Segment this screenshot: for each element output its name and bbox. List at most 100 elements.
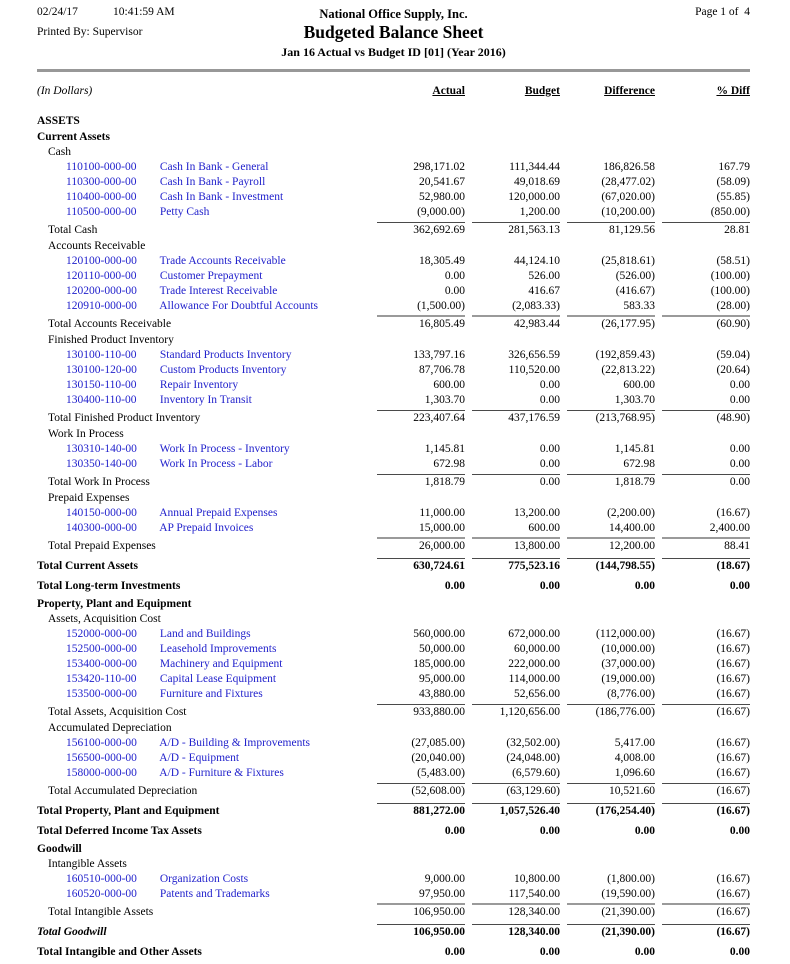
account-code[interactable]: 120110-000-00 xyxy=(66,270,137,282)
account-code[interactable]: 153420-110-00 xyxy=(66,673,137,685)
account-code[interactable]: 120200-000-00 xyxy=(66,285,137,297)
report-row: 152000-000-00 Land and Buildings 560,000… xyxy=(37,627,750,642)
account-code[interactable]: 130400-110-00 xyxy=(66,394,137,406)
account-name[interactable]: Petty Cash xyxy=(159,206,210,218)
account-code[interactable]: 156500-000-00 xyxy=(66,752,137,764)
account-name[interactable]: Capital Lease Equipment xyxy=(159,673,277,685)
report-row: Total Intangible and Other Assets 0.00 0… xyxy=(37,945,750,960)
difference-value: (28,477.02) xyxy=(601,176,655,188)
account-code[interactable]: 140300-000-00 xyxy=(66,522,137,534)
actual-value: 97,950.00 xyxy=(419,888,465,900)
budget-value: 0.00 xyxy=(539,394,560,406)
row-title: Prepaid Expenses xyxy=(48,492,130,504)
account-code[interactable]: 152000-000-00 xyxy=(66,628,137,640)
account-code[interactable]: 130150-110-00 xyxy=(66,379,137,391)
report-row: 130150-110-00 Repair Inventory 600.00 0.… xyxy=(37,378,750,393)
row-label: 158000-000-00 A/D - Furniture & Fixtures xyxy=(37,766,370,781)
account-code[interactable]: 110100-000-00 xyxy=(66,161,137,173)
account-name[interactable]: Furniture and Fixtures xyxy=(159,688,263,700)
account-code[interactable]: 120910-000-00 xyxy=(66,300,137,312)
budget-value: 416.67 xyxy=(528,285,560,297)
difference-value: (10,000.00) xyxy=(601,643,655,655)
actual-value: 15,000.00 xyxy=(419,522,465,534)
account-code[interactable]: 110500-000-00 xyxy=(66,206,137,218)
account-name[interactable]: Cash In Bank - General xyxy=(159,161,269,173)
account-name[interactable]: Trade Accounts Receivable xyxy=(159,255,286,267)
account-name[interactable]: Cash In Bank - Investment xyxy=(159,191,284,203)
account-code[interactable]: 130100-120-00 xyxy=(66,364,137,376)
row-title: Finished Product Inventory xyxy=(48,334,174,346)
row-label: Total Deferred Income Tax Assets xyxy=(37,824,370,839)
budget-value: 13,200.00 xyxy=(514,507,560,519)
account-code[interactable]: 153400-000-00 xyxy=(66,658,137,670)
difference-value: (416.67) xyxy=(615,285,655,297)
difference-value: 583.33 xyxy=(623,300,655,312)
account-name[interactable]: Machinery and Equipment xyxy=(159,658,283,670)
pct-diff-value: 0.00 xyxy=(729,580,750,592)
row-label: Total Work In Process xyxy=(37,475,370,490)
account-code[interactable]: 153500-000-00 xyxy=(66,688,137,700)
difference-value: 4,008.00 xyxy=(614,752,655,764)
actual-value: 933,880.00 xyxy=(377,704,465,720)
difference-value: 5,417.00 xyxy=(614,737,655,749)
account-name[interactable]: Work In Process - Labor xyxy=(159,458,273,470)
budget-value: 1,120,656.00 xyxy=(472,704,560,720)
pct-diff-value: (850.00) xyxy=(710,206,750,218)
account-name[interactable]: A/D - Furniture & Fixtures xyxy=(159,767,284,779)
account-name[interactable]: Annual Prepaid Expenses xyxy=(159,507,278,519)
report-row: Total Deferred Income Tax Assets 0.00 0.… xyxy=(37,824,750,839)
pct-diff-value: (16.67) xyxy=(716,888,750,900)
account-code[interactable]: 110400-000-00 xyxy=(66,191,137,203)
actual-value: 0.00 xyxy=(444,946,465,958)
account-name[interactable]: Allowance For Doubtful Accounts xyxy=(159,300,318,312)
account-name[interactable]: Repair Inventory xyxy=(159,379,239,391)
account-code[interactable]: 130310-140-00 xyxy=(66,443,137,455)
account-code[interactable]: 160510-000-00 xyxy=(66,873,137,885)
account-name[interactable]: A/D - Equipment xyxy=(159,752,240,764)
report-row: 120110-000-00 Customer Prepayment 0.00 5… xyxy=(37,269,750,284)
report-row: Intangible Assets xyxy=(37,857,750,872)
account-name[interactable]: Patents and Trademarks xyxy=(159,888,270,900)
account-code[interactable]: 158000-000-00 xyxy=(66,767,137,779)
pct-diff-value: 0.00 xyxy=(729,379,750,391)
actual-value: (5,483.00) xyxy=(417,767,465,779)
report-row: 140150-000-00 Annual Prepaid Expenses 11… xyxy=(37,506,750,521)
account-code[interactable]: 130350-140-00 xyxy=(66,458,137,470)
account-name[interactable]: Land and Buildings xyxy=(159,628,251,640)
budget-value: 0.00 xyxy=(539,580,560,592)
account-name[interactable]: Customer Prepayment xyxy=(159,270,263,282)
account-code[interactable]: 120100-000-00 xyxy=(66,255,137,267)
row-label: 156100-000-00 A/D - Building & Improveme… xyxy=(37,736,370,751)
account-code[interactable]: 110300-000-00 xyxy=(66,176,137,188)
account-name[interactable]: Cash In Bank - Payroll xyxy=(159,176,266,188)
budget-value: 110,520.00 xyxy=(508,364,560,376)
budget-value: 128,340.00 xyxy=(472,924,560,940)
account-code[interactable]: 156100-000-00 xyxy=(66,737,137,749)
row-title: Assets, Acquisition Cost xyxy=(48,613,161,625)
actual-value: 298,171.02 xyxy=(413,161,465,173)
account-code[interactable]: 130100-110-00 xyxy=(66,349,137,361)
difference-value: (67,020.00) xyxy=(601,191,655,203)
account-name[interactable]: Work In Process - Inventory xyxy=(159,443,290,455)
actual-value: 50,000.00 xyxy=(419,643,465,655)
budget-value: 44,124.10 xyxy=(514,255,560,267)
account-name[interactable]: AP Prepaid Invoices xyxy=(159,522,254,534)
account-code[interactable]: 160520-000-00 xyxy=(66,888,137,900)
account-name[interactable]: Leasehold Improvements xyxy=(159,643,277,655)
account-name[interactable]: Organization Costs xyxy=(159,873,249,885)
row-label: 130400-110-00 Inventory In Transit xyxy=(37,393,370,408)
pct-diff-value: (16.67) xyxy=(662,903,750,920)
report-row: 156500-000-00 A/D - Equipment (20,040.00… xyxy=(37,751,750,766)
account-name[interactable]: Custom Products Inventory xyxy=(159,364,287,376)
account-name[interactable]: Standard Products Inventory xyxy=(159,349,292,361)
row-label: 140300-000-00 AP Prepaid Invoices xyxy=(37,521,370,536)
account-code[interactable]: 140150-000-00 xyxy=(66,507,137,519)
account-name[interactable]: Trade Interest Receivable xyxy=(159,285,278,297)
difference-value: (144,798.55) xyxy=(567,558,655,574)
difference-value: (22,813.22) xyxy=(601,364,655,376)
account-code[interactable]: 152500-000-00 xyxy=(66,643,137,655)
report-row: 130350-140-00 Work In Process - Labor 67… xyxy=(37,457,750,472)
account-name[interactable]: A/D - Building & Improvements xyxy=(159,737,311,749)
account-name[interactable]: Inventory In Transit xyxy=(159,394,252,406)
row-label: 130100-120-00 Custom Products Inventory xyxy=(37,363,370,378)
